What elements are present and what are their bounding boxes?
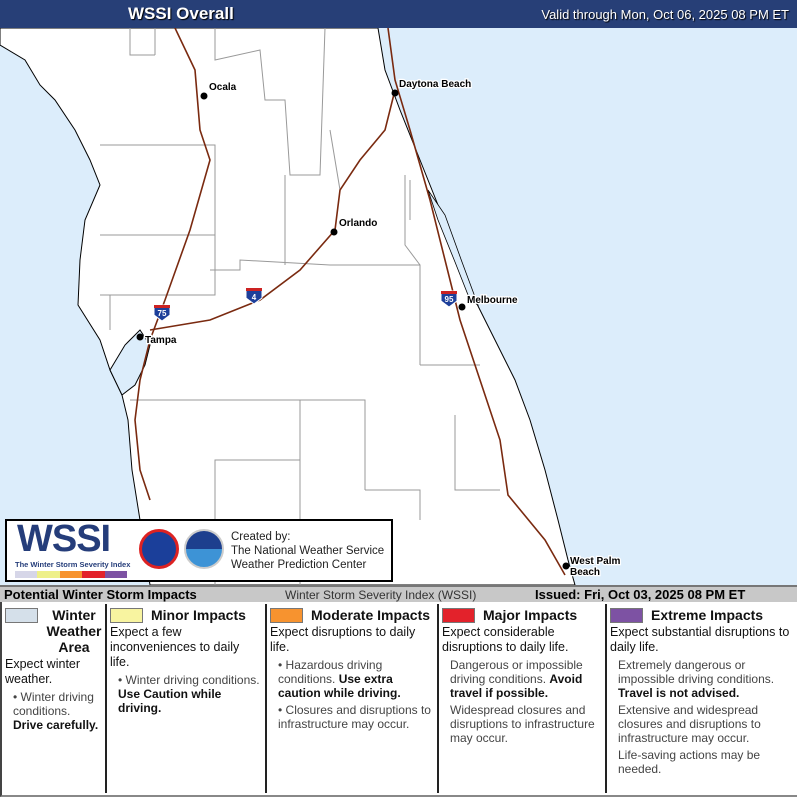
issued-time: Issued: Fri, Oct 03, 2025 08 PM ET bbox=[535, 587, 746, 602]
impact-legend: Winter Weather Area Expect winter weathe… bbox=[0, 602, 797, 797]
i-95-route bbox=[387, 28, 566, 576]
legend-swatch bbox=[442, 608, 475, 623]
indian-river-lagoon bbox=[427, 189, 479, 306]
legend-expect: Expect considerable disruptions to daily… bbox=[442, 625, 569, 654]
valid-time: Valid through Mon, Oct 06, 2025 08 PM ET bbox=[541, 7, 789, 22]
legend-swatch bbox=[270, 608, 303, 623]
org-nws: The National Weather Service bbox=[231, 545, 385, 557]
i-75-shield-icon: 75 bbox=[153, 304, 171, 322]
legend-swatch bbox=[5, 608, 38, 623]
wssi-color-bar bbox=[15, 571, 128, 578]
org-wpc: Weather Prediction Center bbox=[231, 559, 367, 571]
i-95-shield-icon: 95 bbox=[440, 290, 458, 308]
legend-extreme-impacts: Extreme Impacts Expect substantial disru… bbox=[607, 604, 797, 793]
nws-logo-icon bbox=[139, 529, 179, 569]
created-by: Created by: bbox=[231, 531, 291, 543]
index-name: Winter Storm Severity Index (WSSI) bbox=[285, 588, 477, 602]
header-bar: WSSI Overall Valid through Mon, Oct 06, … bbox=[0, 0, 797, 28]
legend-expect: Expect winter weather. bbox=[5, 657, 81, 686]
noaa-logo-icon bbox=[184, 529, 224, 569]
legend-label: Extreme Impacts bbox=[651, 607, 764, 623]
legend-label: Winter Weather Area bbox=[46, 607, 102, 655]
legend-bullet: • Winter driving conditions. Drive caref… bbox=[13, 690, 99, 732]
city-melbourne: Melbourne bbox=[467, 295, 518, 306]
legend-bullet: • Closures and disruptions to infrastruc… bbox=[278, 703, 431, 731]
legend-bullet: Life-saving actions may be needed. bbox=[618, 748, 761, 776]
legend-swatch bbox=[610, 608, 643, 623]
legend-bullet: Dangerous or impossible driving conditio… bbox=[450, 658, 583, 700]
legend-bullet: • Winter driving conditions. Use Caution… bbox=[118, 673, 260, 715]
legend-expect: Expect a few inconveniences to daily lif… bbox=[110, 625, 240, 669]
cities: Ocala Daytona Beach Orlando Melbourne Ta… bbox=[136, 78, 622, 579]
legend-label: Minor Impacts bbox=[151, 607, 246, 623]
credits-box: WSSI The Winter Storm Severity Index Cre… bbox=[5, 519, 393, 582]
svg-text:4: 4 bbox=[252, 293, 257, 302]
interstate-shields: 75 4 95 bbox=[153, 287, 458, 322]
tampa-bay bbox=[109, 329, 151, 396]
city-daytona-beach: Daytona Beach bbox=[399, 79, 471, 90]
legend-winter-weather-area: Winter Weather Area Expect winter weathe… bbox=[2, 604, 107, 793]
legend-label: Major Impacts bbox=[483, 607, 578, 623]
legend-bullet: Widespread closures and disruptions to i… bbox=[450, 703, 595, 745]
i-75-route bbox=[134, 28, 211, 501]
svg-text:95: 95 bbox=[445, 295, 454, 304]
impacts-heading: Potential Winter Storm Impacts bbox=[4, 587, 197, 602]
legend-label: Moderate Impacts bbox=[311, 607, 431, 623]
legend-swatch bbox=[110, 608, 143, 623]
city-tampa: Tampa bbox=[145, 335, 177, 346]
legend-expect: Expect substantial disruptions to daily … bbox=[610, 625, 790, 654]
info-band: Potential Winter Storm Impacts Winter St… bbox=[0, 585, 797, 602]
legend-minor-impacts: Minor Impacts Expect a few inconvenience… bbox=[107, 604, 267, 793]
map[interactable]: 75 4 95 Ocala Daytona Beach Orlando Melb… bbox=[0, 28, 797, 585]
svg-text:75: 75 bbox=[158, 309, 167, 318]
legend-bullet: Extremely dangerous or impossible drivin… bbox=[618, 658, 775, 700]
city-orlando: Orlando bbox=[339, 218, 377, 229]
i-4-shield-icon: 4 bbox=[245, 287, 263, 305]
legend-moderate-impacts: Moderate Impacts Expect disruptions to d… bbox=[267, 604, 439, 793]
wssi-subtitle: The Winter Storm Severity Index bbox=[15, 560, 131, 569]
map-title: WSSI Overall bbox=[128, 4, 234, 23]
legend-bullet: • Hazardous driving conditions. Use extr… bbox=[278, 658, 401, 700]
legend-expect: Expect disruptions to daily life. bbox=[270, 625, 416, 654]
legend-bullet: Extensive and widespread closures and di… bbox=[618, 703, 761, 745]
city-west-palm-beach: West Palm Beach bbox=[570, 556, 620, 578]
legend-major-impacts: Major Impacts Expect considerable disrup… bbox=[439, 604, 607, 793]
city-ocala: Ocala bbox=[209, 82, 237, 93]
wssi-logo: WSSI bbox=[17, 519, 111, 560]
